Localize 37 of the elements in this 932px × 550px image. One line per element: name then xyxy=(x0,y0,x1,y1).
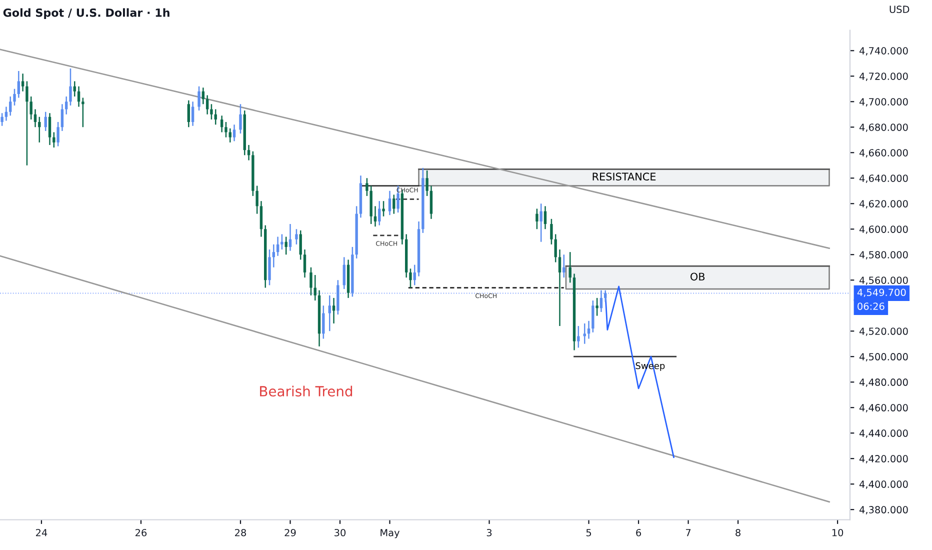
x-tick-label: 29 xyxy=(284,528,296,536)
annotation: OB xyxy=(690,272,705,281)
y-tick-label: 4,380.000 xyxy=(859,506,908,514)
y-tick-label: 4,740.000 xyxy=(859,47,908,56)
x-tick-label: 5 xyxy=(586,529,592,536)
y-tick-label: 4,440.000 xyxy=(859,430,908,438)
x-tick-label: 6 xyxy=(636,528,642,536)
y-tick-label: 4,480.000 xyxy=(859,378,908,387)
text: 06:26 xyxy=(858,302,884,310)
x-tick-label: 8 xyxy=(736,528,740,536)
chart-title: Gold Spot / U.S. Dollar · 1h xyxy=(3,8,170,20)
y-tick-label: 4,520.000 xyxy=(859,328,908,336)
y-tick-label: 4,400.000 xyxy=(859,480,908,489)
x-tick-label: 7 xyxy=(686,529,691,536)
y-tick-label: 4,620.000 xyxy=(859,200,908,208)
x-tick-label: 28 xyxy=(235,528,246,536)
y-tick-label: 4,500.000 xyxy=(859,353,908,362)
x-tick-label: 10 xyxy=(832,528,844,536)
y-tick-label: 4,420.000 xyxy=(859,455,908,464)
y-tick-label: 4,560.000 xyxy=(859,276,908,285)
x-tick-label: May xyxy=(380,529,400,538)
x-tick-label: 3 xyxy=(486,528,492,536)
x-tick-label: 24 xyxy=(36,528,48,536)
y-tick-label: 4,700.000 xyxy=(859,98,908,106)
y-tick-label: 4,600.000 xyxy=(859,226,908,234)
ref-line-label: 4,549.700 xyxy=(857,288,906,298)
y-tick-label: 4,640.000 xyxy=(859,174,908,183)
x-tick-label: 30 xyxy=(334,528,346,536)
y-tick-label: 4,680.000 xyxy=(859,124,908,132)
y-tick-label: 4,580.000 xyxy=(859,251,908,260)
annotation: Bearish Trend xyxy=(260,386,352,397)
annotation: RESISTANCE xyxy=(592,172,656,181)
text: USD xyxy=(890,6,910,14)
x-tick-label: 26 xyxy=(136,528,147,536)
y-tick-label: 4,460.000 xyxy=(859,404,908,412)
y-tick-label: 4,720.000 xyxy=(859,72,908,81)
y-tick-label: 4,660.000 xyxy=(859,149,908,158)
